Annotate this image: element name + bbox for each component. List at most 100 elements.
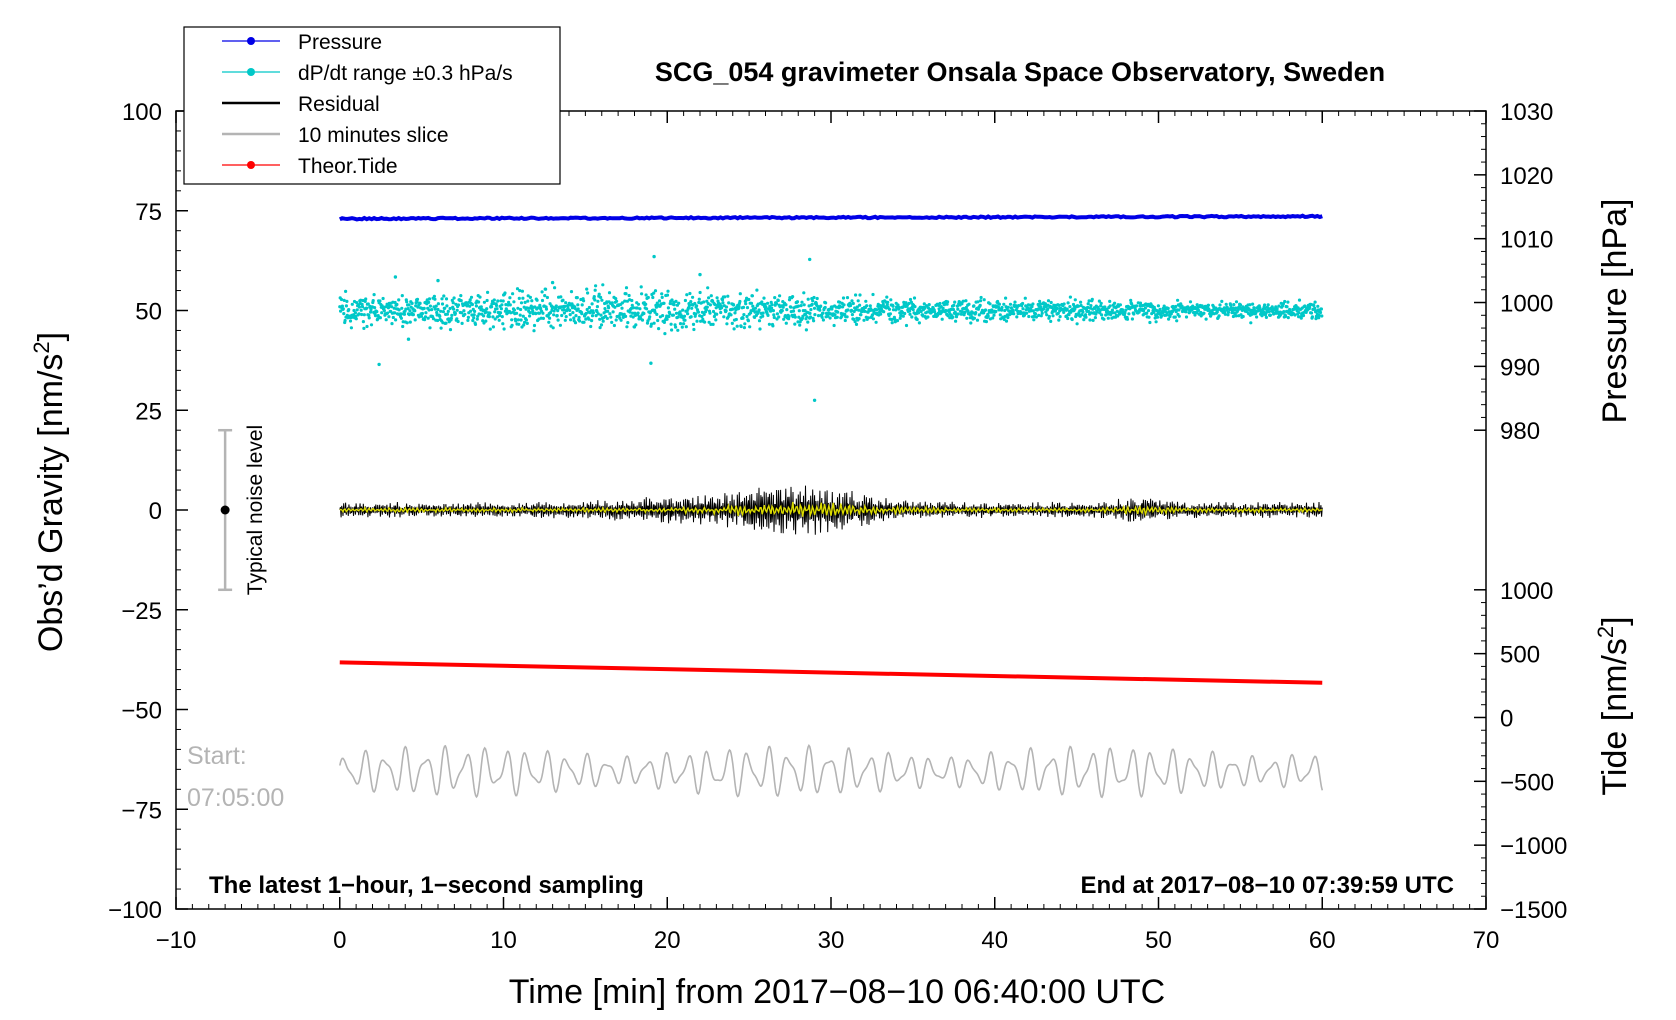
dpdt-point: [1320, 314, 1324, 318]
dpdt-point: [656, 318, 660, 323]
dpdt-point: [926, 315, 930, 319]
dpdt-point: [744, 302, 748, 306]
dpdt-point: [910, 315, 914, 319]
dpdt-point: [1134, 304, 1139, 308]
dpdt-point: [440, 297, 444, 301]
dpdt-point: [601, 319, 605, 323]
dpdt-point: [568, 308, 572, 312]
dpdt-point: [563, 304, 567, 308]
dpdt-point: [450, 313, 454, 317]
dpdt-point: [366, 302, 370, 306]
dpdt-point: [967, 302, 971, 306]
dpdt-point: [865, 304, 869, 308]
dpdt-point: [468, 298, 472, 302]
dpdt-point: [720, 298, 725, 302]
dpdt-point: [500, 303, 504, 307]
dpdt-point: [702, 312, 706, 316]
dpdt-point: [823, 305, 827, 310]
dpdt-point: [646, 295, 650, 300]
dpdt-point: [1241, 314, 1245, 319]
dpdt-point: [493, 310, 497, 314]
dpdt-point: [582, 320, 586, 324]
dpdt-point: [1015, 315, 1019, 319]
dpdt-point: [674, 325, 678, 329]
dpdt-point: [975, 318, 980, 322]
dpdt-point: [723, 295, 727, 299]
dpdt-point: [1068, 305, 1072, 309]
dpdt-point: [648, 315, 652, 319]
dpdt-outlier: [377, 362, 381, 367]
dpdt-point: [674, 299, 678, 303]
pressure-tick-label: 1020: [1500, 163, 1553, 190]
dpdt-point: [360, 305, 365, 309]
dpdt-point: [510, 323, 514, 327]
dpdt-point: [1125, 317, 1130, 321]
dpdt-point: [501, 322, 505, 326]
dpdt-point: [484, 319, 488, 323]
dpdt-point: [528, 311, 532, 315]
dpdt-point: [1000, 308, 1004, 312]
dpdt-point: [816, 314, 821, 318]
dpdt-point: [879, 312, 883, 316]
dpdt-point: [919, 309, 923, 314]
dpdt-point: [780, 309, 784, 313]
dpdt-point: [1310, 315, 1314, 319]
dpdt-outlier: [550, 280, 555, 285]
legend-swatch-marker: [247, 37, 255, 45]
dpdt-point: [576, 307, 580, 311]
dpdt-point: [850, 313, 855, 317]
dpdt-point: [1234, 300, 1239, 304]
dpdt-point: [833, 313, 837, 317]
dpdt-point: [841, 296, 846, 300]
y-tick-label: 25: [135, 398, 162, 425]
dpdt-point: [733, 311, 737, 315]
dpdt-point: [582, 299, 586, 303]
dpdt-point: [1113, 311, 1117, 315]
dpdt-point: [623, 299, 627, 303]
dpdt-point: [793, 315, 797, 319]
dpdt-point: [1303, 304, 1307, 308]
dpdt-point: [802, 291, 806, 295]
dpdt-point: [1196, 308, 1201, 312]
dpdt-point: [681, 308, 685, 312]
dpdt-point: [1106, 316, 1110, 320]
dpdt-point: [1062, 302, 1066, 306]
dpdt-point: [387, 315, 391, 319]
dpdt-point: [1166, 306, 1170, 310]
dpdt-point: [912, 296, 917, 300]
dpdt-point: [445, 312, 449, 316]
dpdt-point: [775, 312, 780, 316]
dpdt-point: [612, 323, 617, 328]
note-right: End at 2017−08−10 07:39:59 UTC: [1080, 872, 1454, 899]
dpdt-point: [695, 304, 699, 308]
dpdt-point: [1108, 299, 1112, 303]
dpdt-point: [384, 305, 388, 309]
dpdt-point: [427, 300, 431, 304]
dpdt-point: [586, 291, 590, 295]
dpdt-point: [1127, 312, 1131, 316]
dpdt-point: [1204, 317, 1208, 321]
dpdt-point: [897, 306, 901, 310]
dpdt-point: [821, 318, 826, 322]
dpdt-point: [363, 299, 367, 303]
legend-swatch-marker: [247, 68, 255, 76]
dpdt-point: [697, 297, 701, 301]
dpdt-point: [676, 315, 680, 319]
dpdt-point: [1090, 297, 1094, 301]
dpdt-point: [590, 314, 595, 318]
dpdt-point: [423, 315, 428, 319]
dpdt-point: [1174, 304, 1178, 309]
dpdt-point: [449, 316, 453, 320]
dpdt-point: [439, 309, 443, 313]
dpdt-point: [815, 296, 819, 301]
dpdt-point: [961, 299, 965, 303]
y-axis-left-title: Obs’d Gravity [nm/s2]: [29, 332, 70, 652]
dpdt-point: [766, 301, 770, 305]
dpdt-point: [845, 296, 850, 300]
tide-tick-label: 500: [1500, 642, 1540, 669]
dpdt-point: [587, 305, 592, 310]
dpdt-point: [832, 323, 836, 328]
x-axis-title: Time [min] from 2017−08−10 06:40:00 UTC: [509, 973, 1165, 1011]
series-residual-smoothed: [339, 501, 1323, 518]
dpdt-point: [475, 317, 479, 321]
